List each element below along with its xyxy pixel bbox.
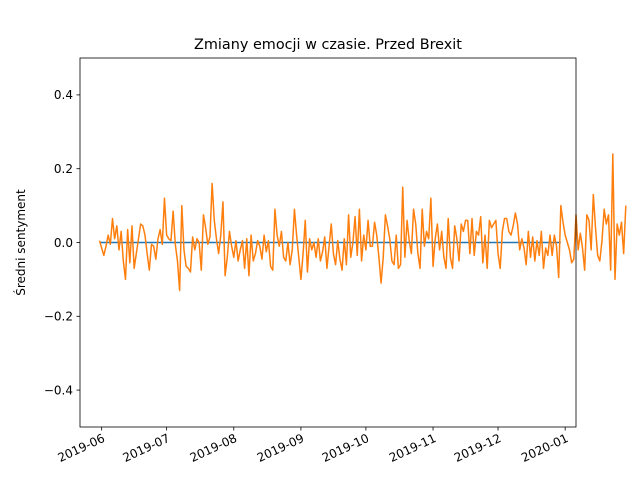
y-tick-label: −0.4: [44, 383, 73, 397]
y-tick-label: 0.0: [54, 236, 73, 250]
series-line-sentiment: [98, 153, 627, 292]
y-tick-label: 0.4: [54, 88, 73, 102]
y-axis: −0.4 −0.2 0.0 0.2 0.4: [44, 88, 80, 397]
y-tick-label: 0.2: [54, 162, 73, 176]
series-layer: [98, 153, 627, 292]
chart-title: Zmiany emocji w czasie. Przed Brexit: [194, 37, 462, 53]
y-axis-label: Średni sentyment: [13, 189, 28, 296]
y-tick-label: −0.2: [44, 310, 73, 324]
